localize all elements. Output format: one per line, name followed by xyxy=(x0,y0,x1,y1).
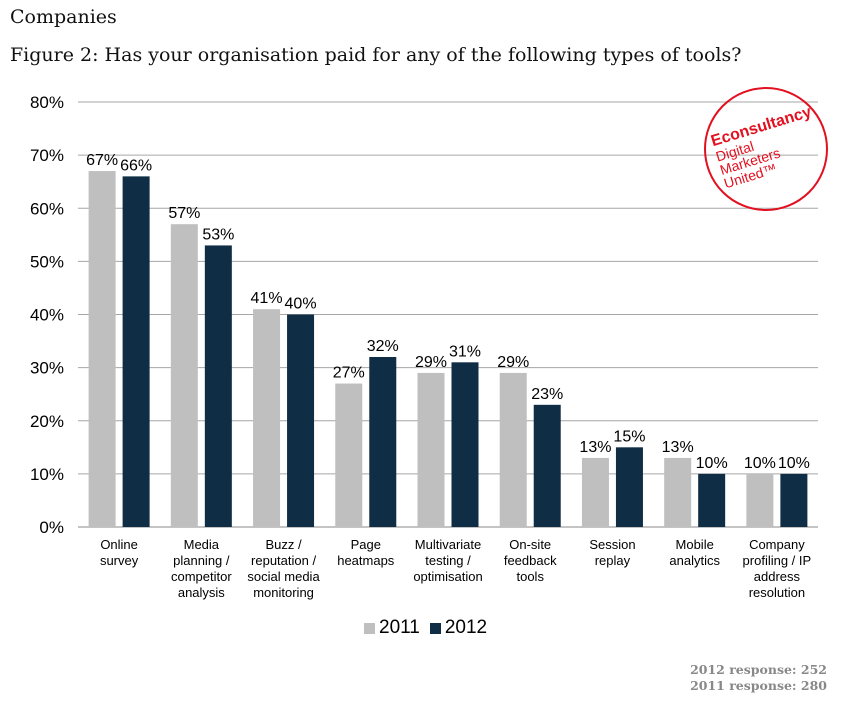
bar-2012 xyxy=(615,447,643,527)
y-tick-label: 60% xyxy=(30,199,64,218)
y-tick-label: 10% xyxy=(30,465,64,484)
category-label: planning / xyxy=(173,553,230,568)
data-label-2012: 10% xyxy=(696,455,728,472)
category-label: analytics xyxy=(669,553,720,568)
category-label: Session xyxy=(589,537,635,552)
bar-2012 xyxy=(287,314,315,527)
logo-brand: Econsultancy xyxy=(709,104,814,151)
data-label-2012: 15% xyxy=(613,428,645,445)
category-label: Media xyxy=(184,537,220,552)
legend-label-2012: 2012 xyxy=(444,617,488,638)
category-label: reputation / xyxy=(251,553,316,568)
bar-2011 xyxy=(417,372,445,527)
category-label: feedback xyxy=(504,553,557,568)
legend-item-2012: 2012 xyxy=(429,617,488,639)
bar-2011 xyxy=(88,171,116,527)
data-label-2011: 67% xyxy=(86,152,118,169)
bar-2012 xyxy=(698,473,726,527)
bar-2011 xyxy=(253,309,281,527)
y-axis: 0% 10% 20% 30% 40% 50% 60% 70% 80% xyxy=(30,93,64,537)
category-label: Buzz / xyxy=(265,537,302,552)
y-tick-label: 40% xyxy=(30,306,64,325)
legend-label-2011: 2011 xyxy=(379,617,420,638)
category-label: heatmaps xyxy=(337,553,395,568)
category-label: social media xyxy=(247,569,320,584)
section-heading: Companies xyxy=(10,6,117,28)
response-counts: 2012 response: 252 2011 response: 280 xyxy=(690,662,827,694)
data-label-2011: 29% xyxy=(415,354,447,371)
bars xyxy=(88,171,808,527)
y-tick-label: 50% xyxy=(30,252,64,271)
bar-2012 xyxy=(451,362,479,527)
data-labels: 67% 66%57%53%41% 40%27%32%29%31%29%23%13%1… xyxy=(86,152,810,472)
bar-2012 xyxy=(533,404,561,527)
category-label: Page xyxy=(351,537,381,552)
data-label-2011: 29% xyxy=(497,354,529,371)
category-label: survey xyxy=(100,553,139,568)
logo-ring xyxy=(704,87,828,211)
data-label-2011: 13% xyxy=(662,439,694,456)
category-label: Company xyxy=(749,537,805,552)
data-label-2012: 66% xyxy=(120,157,152,174)
bar-2012 xyxy=(122,176,150,527)
data-label-2011: 10% xyxy=(744,455,776,472)
bar-2011 xyxy=(499,372,527,527)
gridlines xyxy=(78,101,818,528)
figure-title: Figure 2: Has your organisation paid for… xyxy=(10,44,742,66)
data-label-2012: 32% xyxy=(367,338,399,355)
category-label: tools xyxy=(516,569,544,584)
y-tick-label: 0% xyxy=(39,518,64,537)
category-label: competitor xyxy=(171,569,232,584)
data-label-2011: 13% xyxy=(579,439,611,456)
data-label-2012: 40% xyxy=(285,296,317,313)
data-label-2012: 31% xyxy=(449,343,481,360)
bar-2011 xyxy=(664,457,692,527)
category-label: analysis xyxy=(178,585,225,600)
econsultancy-logo: Econsultancy Digital Marketers United™ xyxy=(704,87,828,211)
category-label: optimisation xyxy=(413,569,482,584)
category-label: address xyxy=(754,569,801,584)
bar-2011 xyxy=(170,224,198,527)
y-tick-label: 80% xyxy=(30,93,64,112)
bar-2011 xyxy=(581,457,609,527)
category-label: Mobile xyxy=(676,537,714,552)
bar-2012 xyxy=(780,473,808,527)
category-label: monitoring xyxy=(253,585,314,600)
category-label: profiling / IP xyxy=(743,553,812,568)
y-tick-label: 70% xyxy=(30,146,64,165)
y-tick-label: 30% xyxy=(30,359,64,378)
bar-2011 xyxy=(335,383,363,527)
bar-2012 xyxy=(369,357,397,527)
category-label: On-site xyxy=(509,537,551,552)
legend-item-2011: 2011 xyxy=(364,617,420,639)
data-label-2012: 10% xyxy=(778,455,810,472)
response-2012: 2012 response: 252 xyxy=(690,662,827,677)
legend: 2011 2012 xyxy=(364,617,497,639)
category-label: Multivariate xyxy=(415,537,481,552)
bar-chart: 0% 10% 20% 30% 40% 50% 60% 70% 80% 67% 66% 57%53% 4… xyxy=(30,93,818,600)
bar-2011 xyxy=(746,473,774,527)
legend-swatch-2012 xyxy=(429,622,441,634)
category-label: testing / xyxy=(425,553,471,568)
category-label: replay xyxy=(595,553,631,568)
response-2011: 2011 response: 280 xyxy=(690,678,827,693)
data-label-2012: 23% xyxy=(531,386,563,403)
data-label-2011: 41% xyxy=(251,290,283,307)
category-label: Online xyxy=(100,537,138,552)
category-label: resolution xyxy=(749,585,805,600)
legend-swatch-2011 xyxy=(364,622,375,634)
data-label-2011: 27% xyxy=(333,365,365,382)
data-label-2011: 57% xyxy=(168,205,200,222)
data-label-2012: 53% xyxy=(202,226,234,243)
y-tick-label: 20% xyxy=(30,412,64,431)
bar-2012 xyxy=(204,245,232,527)
